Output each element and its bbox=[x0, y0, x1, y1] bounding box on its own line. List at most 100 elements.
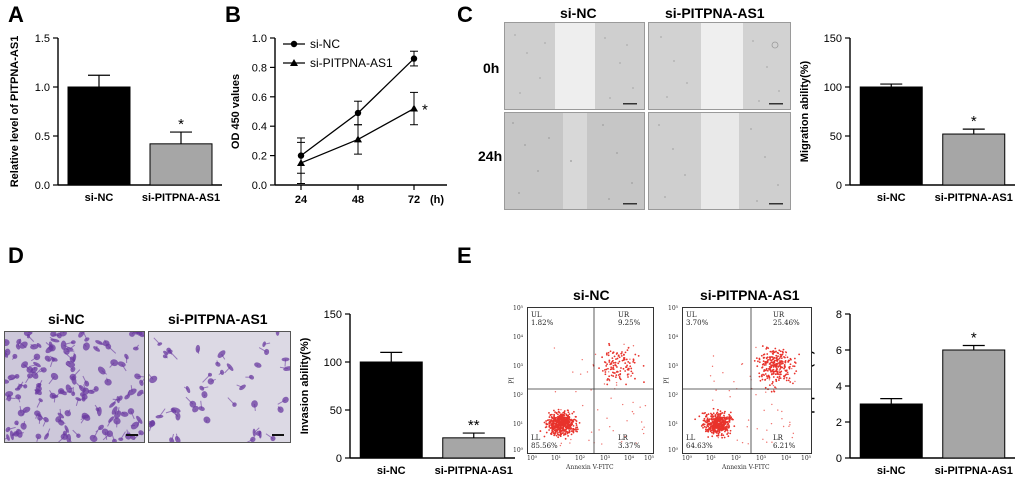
flow-event bbox=[561, 418, 563, 421]
cell-process bbox=[171, 433, 175, 441]
flow-event bbox=[623, 358, 626, 361]
flow-event bbox=[556, 431, 559, 434]
flow-event bbox=[727, 435, 730, 438]
cell-process bbox=[39, 369, 44, 373]
flow-event bbox=[575, 415, 577, 418]
flow-event bbox=[712, 412, 715, 415]
flow-event bbox=[756, 365, 759, 368]
flow-event bbox=[769, 358, 771, 361]
y-tick-label: 50 bbox=[830, 131, 842, 143]
cell-process bbox=[185, 396, 194, 405]
y-axis-label: Invasion ability(%) bbox=[299, 337, 311, 434]
flow-event bbox=[776, 370, 779, 373]
flow-event bbox=[568, 429, 571, 432]
flow-event bbox=[604, 373, 607, 376]
flow-event bbox=[706, 421, 708, 424]
data-point-si-PITPNA-AS1 bbox=[410, 104, 418, 112]
flow-event bbox=[717, 417, 720, 420]
flow-event bbox=[612, 430, 614, 432]
cell-process bbox=[24, 364, 29, 369]
flow-event bbox=[559, 413, 562, 416]
flow-event bbox=[764, 386, 767, 389]
flow-event bbox=[553, 434, 556, 437]
flow-event bbox=[791, 436, 794, 439]
flow-event bbox=[788, 365, 791, 368]
flow-event bbox=[612, 351, 615, 354]
stained-cell bbox=[65, 360, 76, 368]
cell-process bbox=[7, 426, 16, 430]
flow-event bbox=[579, 373, 582, 375]
flow-event bbox=[709, 430, 712, 433]
cell-process bbox=[159, 408, 166, 417]
flow-event bbox=[777, 355, 779, 358]
flow-event bbox=[771, 441, 773, 443]
scale-bar bbox=[272, 434, 284, 436]
flow-event bbox=[704, 428, 707, 431]
cell-process bbox=[68, 438, 72, 442]
flow-event bbox=[723, 436, 726, 439]
flow-event bbox=[561, 432, 564, 435]
flow-event bbox=[729, 411, 732, 414]
flow-event bbox=[780, 373, 782, 376]
flow-event bbox=[555, 411, 558, 414]
flow-event bbox=[712, 432, 715, 435]
flow-event bbox=[612, 364, 615, 367]
flow-event bbox=[554, 417, 557, 420]
quadrant-ur-pct: 9.25% bbox=[618, 319, 641, 327]
flow-event bbox=[772, 358, 775, 360]
cell-process bbox=[23, 421, 26, 427]
y-tick-label: 8 bbox=[836, 309, 842, 321]
cell-process bbox=[8, 375, 18, 381]
quadrant-lr-label: LR bbox=[618, 434, 628, 442]
cell-process bbox=[149, 373, 154, 380]
flow-event bbox=[557, 410, 560, 413]
flow-event bbox=[566, 424, 569, 427]
flow-event bbox=[561, 414, 564, 416]
flow-event bbox=[611, 357, 614, 360]
stained-cell bbox=[130, 421, 140, 430]
flow-event bbox=[755, 357, 758, 360]
flow-event bbox=[604, 371, 607, 373]
flow-ytick: 10³ bbox=[668, 363, 679, 370]
flow-event bbox=[780, 355, 782, 358]
cell-process bbox=[48, 376, 55, 385]
flow-event bbox=[553, 425, 556, 428]
flow-event bbox=[710, 431, 713, 434]
flow-event bbox=[562, 426, 565, 429]
x-tick-label: si-NC bbox=[877, 465, 906, 477]
stained-cell bbox=[87, 389, 95, 394]
flow-event bbox=[612, 361, 615, 364]
flow-ytick: 10² bbox=[668, 392, 679, 399]
flow-event bbox=[548, 416, 551, 418]
stained-cell bbox=[5, 351, 9, 358]
flow-event bbox=[761, 366, 764, 369]
flow-event bbox=[774, 386, 776, 389]
flow-event bbox=[642, 432, 645, 435]
stained-cell bbox=[78, 332, 85, 338]
flow-ytick: 10¹ bbox=[513, 421, 524, 428]
flow-event bbox=[544, 426, 547, 429]
flow-event bbox=[557, 428, 560, 431]
flow-event bbox=[615, 381, 618, 384]
flow-event bbox=[626, 349, 629, 352]
flow-event bbox=[608, 344, 611, 347]
flow-event bbox=[729, 396, 731, 398]
flow-event bbox=[571, 412, 574, 415]
flow-event bbox=[564, 437, 567, 440]
flow-event bbox=[619, 370, 622, 372]
flow-event bbox=[624, 370, 627, 372]
y-tick-label: 0.6 bbox=[252, 92, 267, 104]
cell-process bbox=[130, 385, 133, 393]
flow-event bbox=[721, 412, 724, 414]
x-tick-label: 24 bbox=[295, 194, 308, 206]
flow-event bbox=[551, 430, 554, 433]
flow-event bbox=[614, 376, 617, 379]
cell-process bbox=[28, 335, 35, 342]
flow-event bbox=[576, 428, 579, 431]
flow-event bbox=[567, 409, 569, 412]
stained-cell bbox=[108, 416, 115, 423]
invasion-image-nc bbox=[4, 331, 145, 443]
flow-event bbox=[562, 411, 565, 414]
flow-ylabel-si: PI bbox=[663, 377, 671, 384]
flow-event bbox=[785, 379, 788, 382]
